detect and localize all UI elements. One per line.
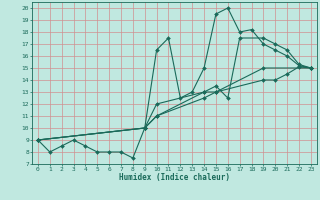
X-axis label: Humidex (Indice chaleur): Humidex (Indice chaleur) bbox=[119, 173, 230, 182]
